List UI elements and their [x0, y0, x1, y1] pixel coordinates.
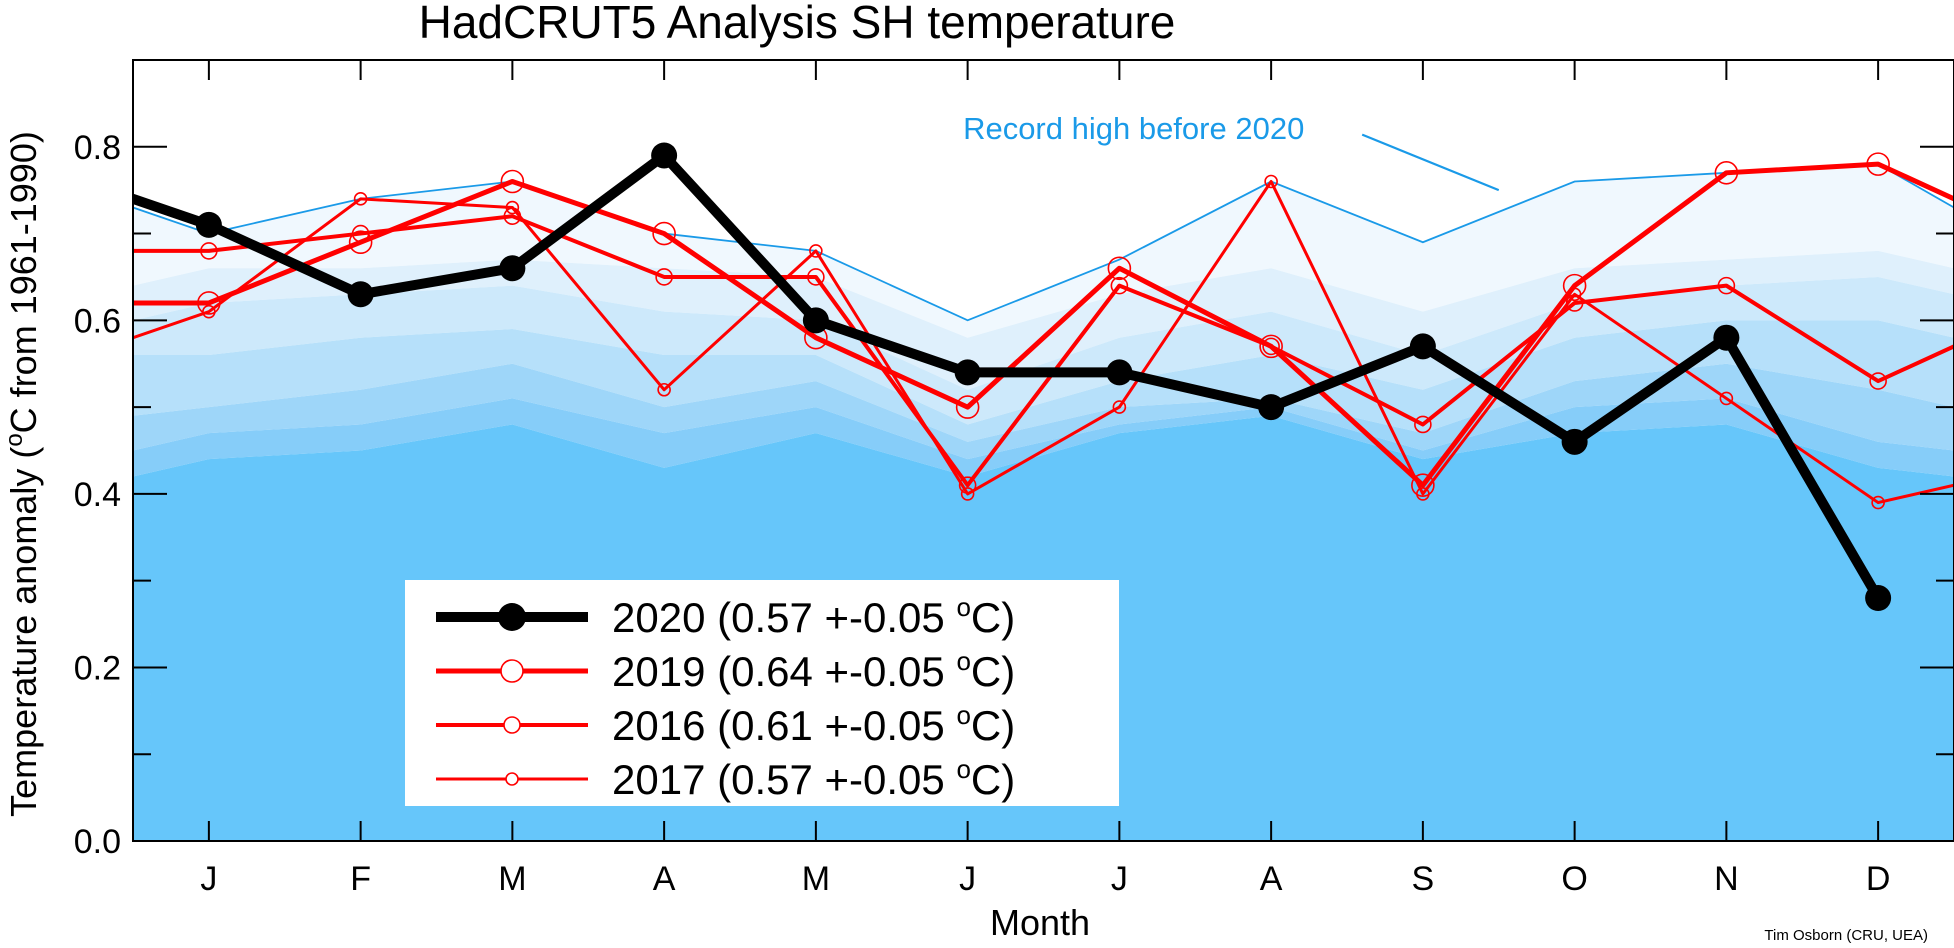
record-high-line	[133, 163, 1954, 322]
series-line-2019	[133, 161, 1954, 488]
data-point-2019	[1259, 334, 1283, 359]
data-point-2019	[1866, 152, 1890, 176]
legend-item-2020: 2020 (0.57 +-0.05 oC)	[436, 592, 1015, 641]
y-tick-label: 0.0	[74, 823, 121, 861]
data-point-2020	[195, 211, 222, 238]
background-band	[133, 363, 1954, 460]
x-tick-label: J	[200, 860, 217, 898]
legend-item-2016: 2016 (0.61 +-0.05 oC)	[436, 700, 1015, 749]
data-point-2020	[1865, 585, 1892, 612]
data-point-2017	[657, 382, 671, 397]
data-point-2019	[348, 230, 373, 255]
data-point-2016	[503, 207, 522, 225]
legend-label-2020: 2020 (0.57 +-0.05 oC)	[612, 592, 1015, 641]
data-point-2016	[807, 268, 825, 286]
data-point-2019	[197, 291, 221, 315]
background-band	[133, 164, 1954, 338]
data-point-2019	[652, 221, 676, 246]
data-point-2017	[809, 244, 823, 258]
x-tick-label: M	[802, 860, 830, 898]
legend-item-2019: 2019 (0.64 +-0.05 oC)	[436, 646, 1015, 695]
legend-marker-2016	[503, 716, 521, 734]
data-point-2020	[1409, 333, 1436, 360]
chart-title: HadCRUT5 Analysis SH temperature	[419, 0, 1176, 48]
record-high-annotation: Record high before 2020	[963, 111, 1304, 146]
x-tick-label: F	[350, 860, 371, 898]
background-band	[133, 398, 1954, 477]
data-point-2016	[1110, 276, 1129, 295]
x-tick-label: D	[1866, 860, 1891, 898]
y-axis-label: Temperature anomaly (oC from 1961-1990)	[1, 131, 44, 817]
x-tick-label: N	[1714, 860, 1739, 898]
legend-label-2016: 2016 (0.61 +-0.05 oC)	[612, 700, 1015, 749]
annotation-pointer	[1361, 133, 1500, 192]
x-tick-label: A	[1260, 860, 1283, 898]
x-tick-label: J	[959, 860, 976, 898]
data-point-2016	[655, 268, 673, 286]
legend-marker-2017	[505, 772, 519, 786]
x-tick-label: J	[1111, 860, 1128, 898]
data-point-2020	[802, 307, 829, 334]
x-axis-label: Month	[990, 902, 1090, 943]
data-point-2016	[1565, 294, 1584, 312]
series-2020	[133, 142, 1892, 612]
data-point-2020	[347, 281, 374, 308]
y-tick-label: 0.2	[74, 649, 121, 687]
data-point-2020	[1106, 359, 1133, 386]
series-2019	[133, 152, 1954, 498]
data-point-2020	[1713, 324, 1740, 351]
legend-item-2017: 2017 (0.57 +-0.05 oC)	[436, 754, 1015, 803]
data-point-2016	[200, 242, 218, 260]
data-point-2020	[651, 142, 678, 169]
data-point-2017	[1112, 400, 1127, 414]
data-point-2017	[960, 487, 975, 501]
background-band	[133, 250, 1954, 390]
data-point-2016	[1262, 337, 1280, 356]
data-point-2019	[1411, 473, 1435, 498]
credit-text: Tim Osborn (CRU, UEA)	[1764, 927, 1928, 944]
plot-frame	[132, 59, 1954, 842]
data-point-2019	[955, 395, 980, 419]
data-point-2016	[958, 476, 977, 495]
x-tick-label: A	[653, 860, 676, 898]
series-line-2017	[133, 179, 1954, 505]
data-point-2016	[1869, 372, 1887, 390]
axes: 0.0 0.2 0.4 0.6 0.8 J F M A M J J A S O N D	[74, 59, 1954, 898]
data-point-2019	[1562, 273, 1587, 298]
data-point-2017	[353, 192, 368, 206]
legend-label-2017: 2017 (0.57 +-0.05 oC)	[612, 754, 1015, 803]
data-point-2016	[1414, 415, 1432, 434]
y-tick-label: 0.8	[74, 129, 121, 167]
legend: 2020 (0.57 +-0.05 oC) 2019 (0.64 +-0.05 o…	[405, 580, 1119, 806]
data-point-2019	[500, 169, 525, 194]
data-point-2019	[1107, 256, 1132, 281]
data-point-2017	[505, 200, 520, 215]
data-point-2016	[1717, 276, 1736, 295]
background-band	[133, 320, 1954, 442]
legend-marker-2019	[500, 659, 524, 683]
y-tick-label: 0.6	[74, 302, 121, 340]
x-tick-label: S	[1412, 860, 1435, 898]
data-point-2020	[1258, 394, 1285, 421]
data-point-2020	[1561, 428, 1588, 455]
data-point-2019	[1714, 161, 1739, 185]
legend-label-2019: 2019 (0.64 +-0.05 oC)	[612, 646, 1015, 695]
legend-marker-2020	[498, 603, 526, 631]
data-point-2017	[1719, 391, 1734, 406]
background-band	[133, 276, 1954, 425]
data-point-2017	[1871, 495, 1885, 510]
y-tick-label: 0.4	[74, 476, 121, 514]
data-point-2020	[954, 359, 981, 386]
data-point-2017	[1264, 174, 1278, 189]
x-tick-label: M	[498, 860, 526, 898]
x-tick-label: O	[1561, 860, 1587, 898]
data-point-2020	[499, 255, 526, 282]
